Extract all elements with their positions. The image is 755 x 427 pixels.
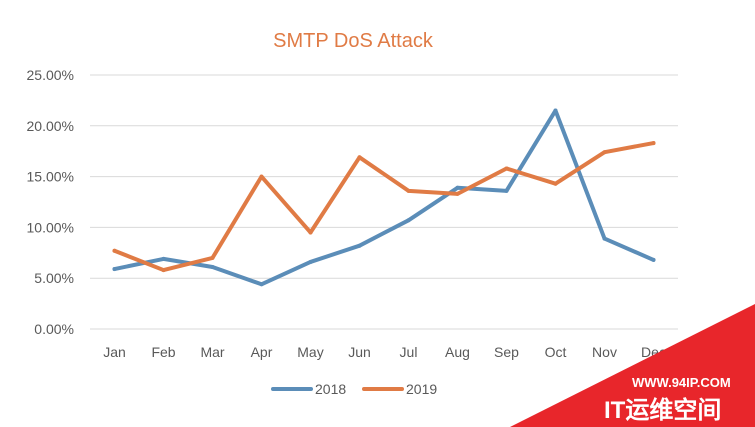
y-tick-label: 15.00% (27, 169, 74, 185)
data-point-2018 (308, 259, 313, 264)
x-tick-label: Nov (592, 344, 617, 360)
series-line-2018 (112, 108, 656, 287)
y-tick-label: 10.00% (27, 219, 74, 235)
x-axis-tick-labels: Jan Feb Mar Apr May Jun Jul Aug Sep Oct Nov Dec (103, 344, 666, 360)
data-point-2019 (259, 174, 264, 179)
data-point-2018 (651, 257, 656, 262)
y-tick-label: 25.00% (27, 67, 74, 83)
data-point-2018 (504, 188, 509, 193)
legend-label-2019: 2019 (406, 381, 437, 397)
data-point-2018 (210, 265, 215, 270)
legend: 2018 2019 (271, 381, 437, 397)
gridlines (90, 74, 678, 330)
watermark-banner (510, 304, 755, 427)
data-point-2019 (406, 188, 411, 193)
watermark-brand: IT运维空间 (604, 396, 721, 424)
legend-label-2018: 2018 (315, 381, 346, 397)
data-point-2018 (553, 108, 558, 113)
data-point-2018 (455, 185, 460, 190)
data-point-2018 (161, 256, 166, 261)
x-tick-label: Sep (494, 344, 519, 360)
data-point-2019 (651, 141, 656, 146)
series-line-2019 (112, 141, 656, 273)
watermark-url: WWW.94IP.COM (632, 375, 731, 390)
y-tick-label: 0.00% (34, 321, 74, 337)
data-point-2019 (210, 255, 215, 260)
x-tick-label: May (297, 344, 323, 360)
data-point-2019 (553, 181, 558, 186)
data-point-2019 (357, 155, 362, 160)
data-point-2019 (308, 230, 313, 235)
x-tick-label: Feb (151, 344, 175, 360)
x-tick-label: Mar (200, 344, 224, 360)
data-point-2018 (406, 218, 411, 223)
x-tick-label: Apr (251, 344, 273, 360)
data-point-2019 (602, 150, 607, 155)
chart-title: SMTP DoS Attack (273, 30, 434, 52)
x-tick-label: Jun (348, 344, 371, 360)
x-tick-label: Oct (545, 344, 567, 360)
data-point-2019 (504, 166, 509, 171)
data-point-2019 (455, 191, 460, 196)
data-point-2018 (357, 243, 362, 248)
data-point-2019 (112, 248, 117, 253)
watermark: WWW.94IP.COM IT运维空间 (510, 304, 755, 427)
y-axis-tick-labels: 0.00% 5.00% 10.00% 15.00% 20.00% 25.00% (27, 67, 74, 337)
y-tick-label: 20.00% (27, 118, 74, 134)
data-point-2018 (602, 236, 607, 241)
x-tick-label: Jul (400, 344, 418, 360)
x-tick-label: Jan (103, 344, 126, 360)
y-tick-label: 5.00% (34, 270, 74, 286)
data-point-2019 (161, 268, 166, 273)
data-point-2018 (112, 267, 117, 272)
x-tick-label: Aug (445, 344, 470, 360)
data-point-2018 (259, 282, 264, 287)
series-lines (112, 108, 656, 287)
